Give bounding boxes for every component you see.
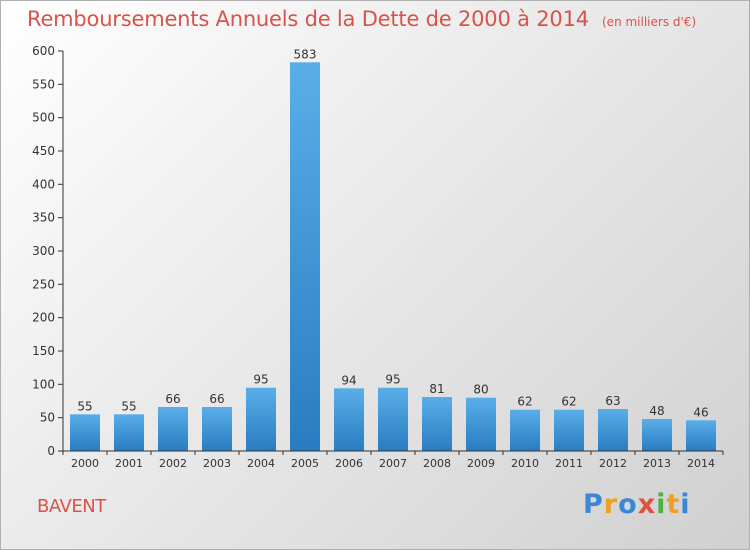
data-label-2006: 94 (341, 373, 356, 387)
data-label-2012: 63 (605, 394, 620, 408)
logo-letter: i (656, 489, 667, 520)
bar-2006 (334, 388, 364, 451)
data-label-2001: 55 (121, 399, 136, 413)
x-tick-label-2010: 2010 (511, 457, 539, 470)
data-label-2002: 66 (165, 392, 180, 406)
x-tick-label-2006: 2006 (335, 457, 363, 470)
logo-letter: i (680, 489, 691, 520)
y-tick-label-0: 0 (47, 444, 55, 458)
data-label-2004: 95 (253, 373, 268, 387)
y-tick-label-500: 500 (32, 111, 55, 125)
commune-name: BAVENT (37, 496, 106, 517)
x-tick-label-2008: 2008 (423, 457, 451, 470)
bar-2003 (202, 407, 232, 451)
y-tick-label-250: 250 (32, 277, 55, 291)
bar-2010 (510, 409, 540, 451)
x-tick-label-2003: 2003 (203, 457, 231, 470)
logo-letter: o (618, 489, 638, 520)
x-tick-label-2014: 2014 (687, 457, 715, 470)
y-tick-label-150: 150 (32, 344, 55, 358)
x-tick-label-2013: 2013 (643, 457, 671, 470)
title-row: Remboursements Annuels de la Dette de 20… (27, 7, 696, 31)
data-label-2005: 583 (294, 47, 317, 61)
data-label-2013: 48 (649, 404, 664, 418)
data-label-2007: 95 (385, 373, 400, 387)
x-tick-label-2002: 2002 (159, 457, 187, 470)
y-tick-label-350: 350 (32, 211, 55, 225)
bar-2008 (422, 397, 452, 451)
y-tick-label-300: 300 (32, 244, 55, 258)
bar-2013 (642, 419, 672, 451)
x-tick-label-2007: 2007 (379, 457, 407, 470)
data-label-2009: 80 (473, 383, 488, 397)
y-tick-label-400: 400 (32, 177, 55, 191)
bar-2002 (158, 407, 188, 451)
y-tick-label-450: 450 (32, 144, 55, 158)
chart-title: Remboursements Annuels de la Dette de 20… (27, 7, 589, 31)
x-tick-label-2005: 2005 (291, 457, 319, 470)
logo-letter: P (583, 489, 604, 520)
x-tick-label-2001: 2001 (115, 457, 143, 470)
x-tick-label-2004: 2004 (247, 457, 275, 470)
logo-letter: t (666, 489, 681, 520)
bar-2012 (598, 409, 628, 451)
y-tick-label-200: 200 (32, 311, 55, 325)
y-tick-label-600: 600 (32, 44, 55, 58)
logo-letter: r (603, 489, 619, 520)
x-tick-label-2012: 2012 (599, 457, 627, 470)
bar-2000 (70, 414, 100, 451)
x-tick-label-2000: 2000 (71, 457, 99, 470)
bar-2011 (554, 409, 584, 451)
bar-2009 (466, 397, 496, 451)
x-tick-label-2011: 2011 (555, 457, 583, 470)
y-tick-label-50: 50 (40, 411, 55, 425)
unit-label: (en milliers d'€) (602, 15, 697, 29)
y-tick-label-550: 550 (32, 77, 55, 91)
data-label-2003: 66 (209, 392, 224, 406)
bar-2005 (290, 62, 320, 452)
x-tick-label-2009: 2009 (467, 457, 495, 470)
data-label-2000: 55 (77, 399, 92, 413)
data-label-2014: 46 (693, 405, 708, 419)
data-label-2010: 62 (517, 395, 532, 409)
proxiti-logo: Proxiti (583, 489, 691, 520)
logo-letter: x (637, 489, 657, 520)
bar-2004 (246, 387, 276, 451)
y-tick-label-100: 100 (32, 377, 55, 391)
bar-2001 (114, 414, 144, 451)
bar-2007 (378, 387, 408, 451)
data-label-2008: 81 (429, 382, 444, 396)
bar-2014 (686, 420, 716, 451)
data-label-2011: 62 (561, 395, 576, 409)
